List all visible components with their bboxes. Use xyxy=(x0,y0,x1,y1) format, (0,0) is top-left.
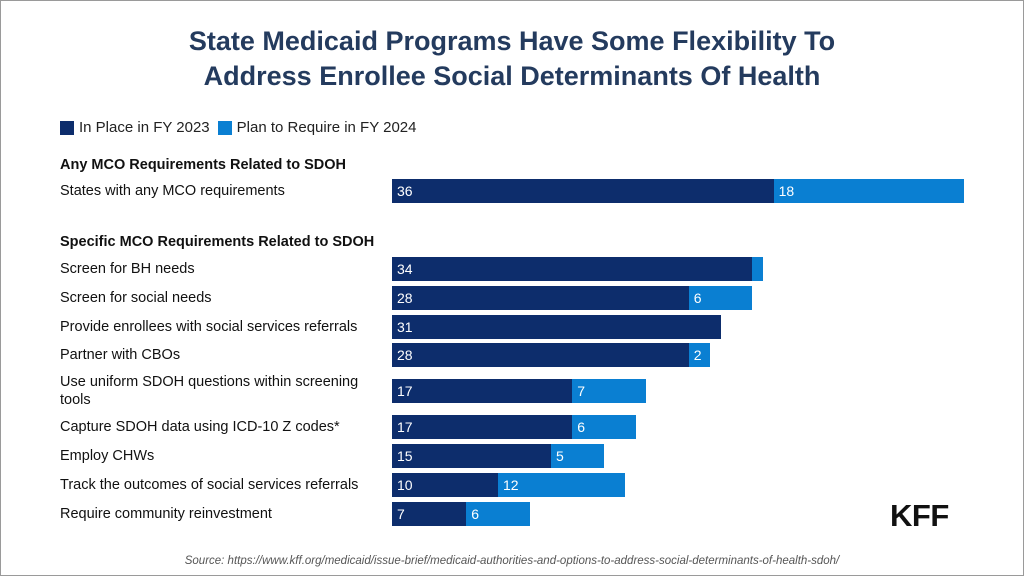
value-label-fy2023: 10 xyxy=(397,477,413,493)
source-note: Source: https://www.kff.org/medicaid/iss… xyxy=(184,555,840,567)
value-label-fy2023: 34 xyxy=(397,261,413,277)
value-label-fy2024: 5 xyxy=(556,448,564,464)
legend-label-fy2024: Plan to Require in FY 2024 xyxy=(236,119,417,136)
value-label-fy2023: 28 xyxy=(397,347,413,363)
bar-fy2023 xyxy=(392,415,573,439)
value-label-fy2024: 12 xyxy=(503,477,519,493)
row-label: Capture SDOH data using ICD-10 Z codes* xyxy=(60,419,340,435)
chart-title: State Medicaid Programs Have Some Flexib… xyxy=(0,24,1024,94)
bar-fy2024 xyxy=(688,286,753,310)
bar-fy2023 xyxy=(392,502,467,526)
legend: In Place in FY 2023 Plan to Require in F… xyxy=(60,119,425,136)
value-label-fy2023: 17 xyxy=(397,419,413,435)
bar-fy2024 xyxy=(752,257,763,281)
bar-fy2023 xyxy=(392,444,551,468)
section-heading: Any MCO Requirements Related to SDOH xyxy=(60,157,347,173)
value-label-fy2023: 28 xyxy=(397,290,413,306)
bar-fy2024 xyxy=(551,444,604,468)
value-label-fy2023: 36 xyxy=(397,183,413,199)
title-line-1: State Medicaid Programs Have Some Flexib… xyxy=(188,26,836,56)
value-label-fy2024: 18 xyxy=(778,183,795,199)
legend-swatch-fy2024 xyxy=(217,120,232,135)
row-label: Partner with CBOs xyxy=(60,347,181,363)
bar-fy2023 xyxy=(392,473,498,497)
value-label-fy2023: 7 xyxy=(397,506,405,522)
title-line-2: Address Enrollee Social Determinants Of … xyxy=(203,61,821,91)
bar-fy2024 xyxy=(572,415,636,439)
value-label-fy2024: 6 xyxy=(693,290,702,306)
section-heading: Specific MCO Requirements Related to SDO… xyxy=(60,234,375,250)
value-label-fy2024: 2 xyxy=(693,347,702,363)
row-label: Use uniform SDOH questions within screen… xyxy=(60,374,359,408)
value-label-fy2024: 6 xyxy=(577,419,585,435)
bar-fy2024 xyxy=(773,179,965,203)
bar-fy2024 xyxy=(466,502,530,526)
row-label: Track the outcomes of social services re… xyxy=(60,477,359,493)
row-label: Employ CHWs xyxy=(60,448,155,464)
bar-fy2024 xyxy=(498,473,626,497)
bar-fy2023 xyxy=(392,315,721,339)
row-label: States with any MCO requirements xyxy=(60,183,285,199)
bar-fy2023 xyxy=(392,179,774,203)
bar-fy2023 xyxy=(392,379,573,403)
bar-fy2024 xyxy=(572,379,647,403)
legend-item-fy2024: Plan to Require in FY 2024 xyxy=(217,119,417,136)
value-label-fy2024: 6 xyxy=(471,506,479,522)
bar-fy2023 xyxy=(392,343,689,367)
kff-logo: KFF xyxy=(890,498,949,533)
bar-fy2023 xyxy=(392,286,689,310)
row-label: Require community reinvestment xyxy=(60,506,272,522)
row-label: Screen for BH needs xyxy=(60,261,195,277)
value-label-fy2024: 7 xyxy=(577,383,585,399)
legend-swatch-fy2023 xyxy=(60,120,74,135)
legend-label-fy2023: In Place in FY 2023 xyxy=(79,119,210,136)
value-label-fy2023: 17 xyxy=(397,383,413,399)
bar-fy2024 xyxy=(688,343,710,367)
bar-fy2023 xyxy=(392,257,753,281)
row-label: Screen for social needs xyxy=(60,290,212,306)
value-label-fy2023: 31 xyxy=(397,319,413,335)
row-label: Provide enrollees with social services r… xyxy=(60,319,358,335)
value-label-fy2023: 15 xyxy=(397,448,413,464)
legend-item-fy2023: In Place in FY 2023 xyxy=(60,119,210,136)
